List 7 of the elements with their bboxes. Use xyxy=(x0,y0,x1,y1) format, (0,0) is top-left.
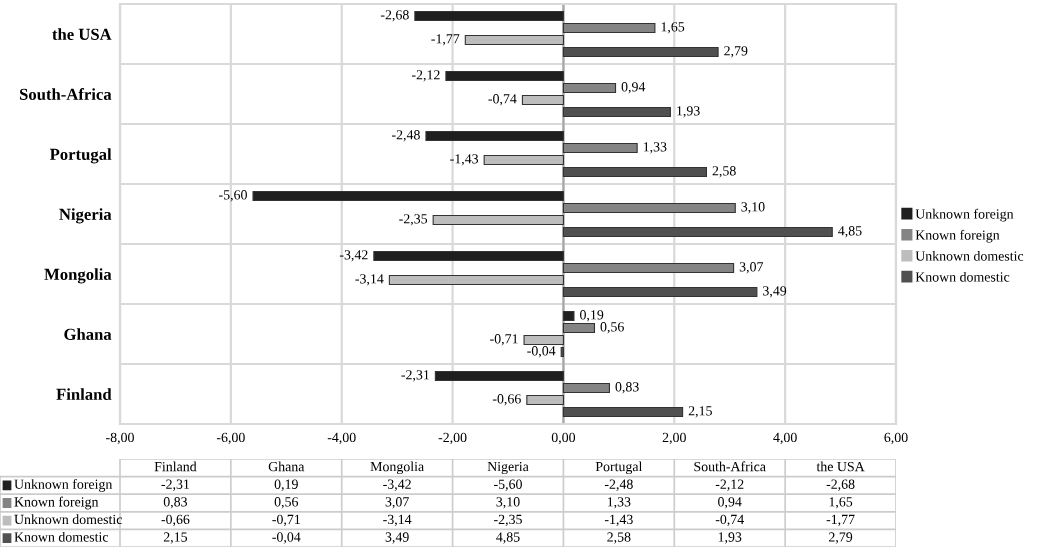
y-tick-label: the USA xyxy=(52,28,112,40)
y-tick-label: Portugal xyxy=(49,148,112,164)
y-tick-label: Nigeria xyxy=(59,208,112,224)
y-tick-label: Mongolia xyxy=(44,268,112,284)
y-tick-label: South-Africa xyxy=(19,88,112,100)
y-tick-label: Finland xyxy=(56,388,112,400)
y-tick-label: Ghana xyxy=(64,328,112,340)
